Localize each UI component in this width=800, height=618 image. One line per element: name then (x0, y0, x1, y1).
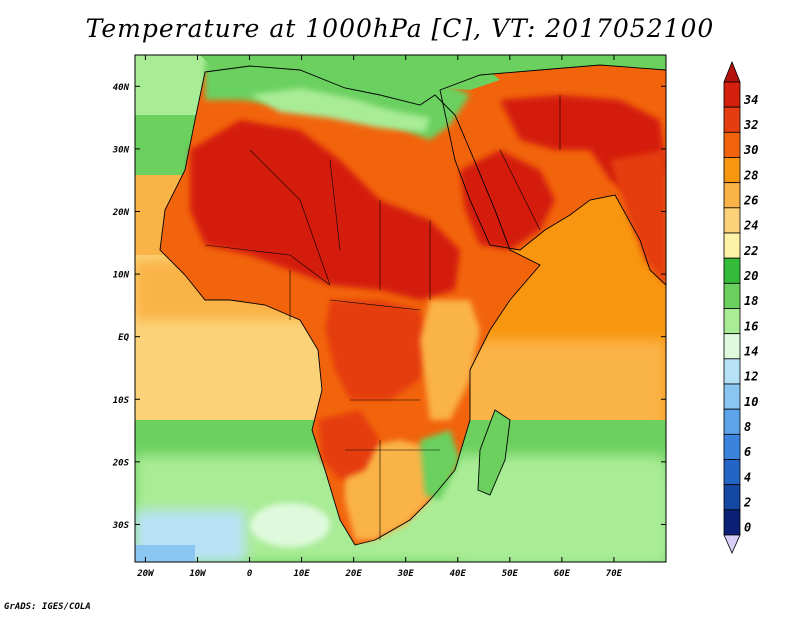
lat-label: 40N (113, 83, 130, 93)
colorbar-label: 30 (743, 143, 758, 157)
lon-label: 20E (345, 569, 363, 579)
colorbar-segment (723, 433, 741, 460)
mozambique-cool (420, 430, 460, 500)
colorbar-label: 24 (743, 219, 758, 233)
colorbar-label: 8 (744, 420, 751, 434)
colorbar-segment (723, 81, 741, 108)
colorbar-segment (723, 131, 741, 158)
colorbar-segment (723, 333, 741, 360)
latitude-axis: 40N 30N 20N 10N EQ 10S 20S 30S (112, 83, 666, 531)
colorbar-label: 2 (743, 496, 751, 510)
lat-label: EQ (118, 333, 129, 343)
colorbar-label: 4 (744, 470, 751, 484)
lat-label: 20N (112, 208, 130, 218)
colorbar-label: 14 (744, 345, 758, 359)
coastlines (159, 64, 666, 546)
colorbar-label: 26 (743, 194, 758, 208)
colorbar-label: 12 (744, 370, 758, 384)
colorbar-segment (723, 232, 741, 259)
colorbar-label: 0 (744, 521, 751, 535)
colorbar-segment (723, 106, 741, 133)
colorbar-label: 34 (743, 93, 758, 107)
lon-label: 0 (247, 569, 253, 579)
sahara-hot (190, 120, 460, 300)
mediterranean-sea (250, 88, 430, 132)
colorbar-bottom-arrow (723, 534, 741, 554)
asia-coastline (439, 64, 666, 286)
colorbar-segment (723, 408, 741, 435)
madagascar-coastline (477, 409, 511, 496)
colorbar-label: 18 (744, 294, 758, 308)
madagascar (478, 410, 510, 495)
colorbar-segment (723, 308, 741, 335)
colorbar-segment (723, 282, 741, 309)
lon-label: 30E (397, 569, 415, 579)
arabia-hot (460, 150, 555, 250)
lon-label: 10E (293, 569, 310, 579)
southwest-africa-hot (318, 410, 380, 480)
lat-label: 10N (113, 271, 130, 281)
lon-label: 40E (450, 569, 467, 579)
colorbar-top-arrow (723, 60, 741, 83)
colorbar-label: 32 (743, 118, 758, 132)
europe-cool (200, 55, 500, 90)
lat-label: 30S (112, 521, 130, 531)
colorbar-label: 16 (744, 319, 758, 333)
east-africa-mild (420, 300, 480, 420)
colorbar-segment (723, 182, 741, 209)
country-borders (204, 95, 561, 540)
temperature-field (135, 55, 666, 562)
longitude-axis: 20W 10W 0 10E 20E 30E 40E 50E 60E 70E (136, 55, 623, 579)
colorbar-label: 22 (743, 244, 758, 258)
colorbar-segment (723, 383, 741, 410)
colorbar-segment (723, 358, 741, 385)
colorbar-segment (723, 207, 741, 234)
lon-label: 10W (189, 569, 207, 579)
india-warm (610, 150, 666, 285)
grads-credit: GrADS: IGES/COLA (4, 602, 91, 612)
colorbar-label: 6 (744, 445, 751, 459)
colorbar-segment (723, 484, 741, 511)
africa-coastline (159, 65, 541, 546)
map-title: Temperature at 1000hPa [C], VT: 20170521… (85, 14, 715, 43)
lat-label: 20S (112, 458, 130, 468)
colorbar-label: 20 (743, 269, 758, 283)
map-frame (134, 54, 667, 563)
colorbar-label: 10 (744, 395, 758, 409)
lat-label: 30N (112, 145, 130, 155)
field-cold-patch (250, 503, 330, 547)
colorbar-segment (723, 509, 741, 536)
central-africa-hot (325, 300, 430, 400)
lon-label: 20W (136, 569, 155, 579)
lon-label: 60E (554, 569, 571, 579)
colorbar-segment (723, 157, 741, 184)
lon-label: 70E (606, 569, 623, 579)
lon-label: 50E (502, 569, 519, 579)
colorbar-segment (723, 257, 741, 284)
south-africa-mild (345, 440, 440, 540)
field-far-south-cold (135, 545, 195, 562)
colorbar-segment (723, 459, 741, 486)
lat-label: 10S (113, 396, 130, 406)
colorbar-label: 28 (743, 168, 758, 182)
